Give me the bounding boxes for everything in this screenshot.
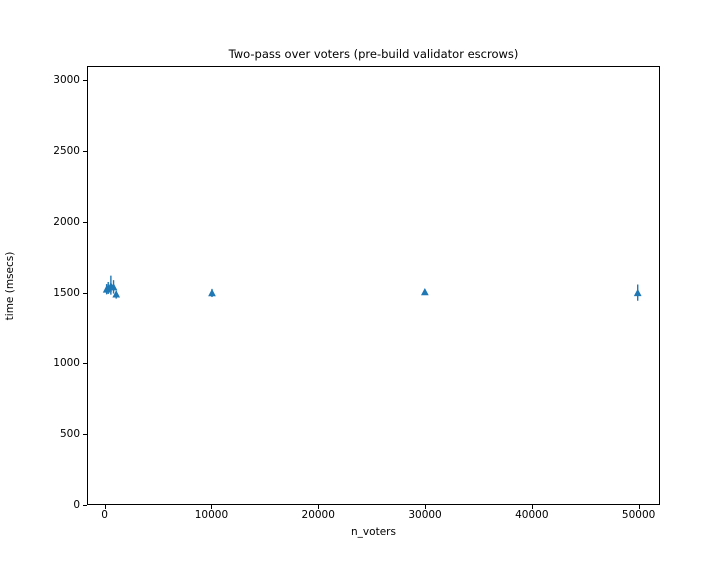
y-tick-label: 0 — [73, 499, 80, 511]
y-tick-mark — [83, 505, 87, 506]
y-axis-tick-marks — [83, 66, 87, 506]
x-tick-label: 30000 — [408, 509, 442, 521]
data-point — [421, 287, 429, 296]
data-point — [109, 280, 118, 294]
y-tick-mark — [83, 292, 87, 294]
data-point — [633, 284, 642, 301]
x-tick-mark — [318, 505, 320, 509]
y-tick-mark — [83, 80, 87, 82]
y-tick-label: 2000 — [53, 215, 80, 228]
y-tick-mark — [83, 150, 87, 152]
y-tick-label: 1000 — [53, 357, 80, 370]
y-tick-mark — [83, 434, 87, 436]
y-tick-label: 500 — [59, 428, 80, 441]
data-plot-svg — [102, 275, 642, 301]
x-axis-tick-marks — [87, 505, 660, 509]
x-axis-tick-labels: 0 10000 20000 30000 40000 50000 — [87, 509, 660, 525]
y-tick-mark — [83, 221, 87, 223]
plot-axes-area — [87, 66, 660, 505]
y-tick-label: 2500 — [53, 144, 80, 157]
x-tick-label: 20000 — [301, 509, 335, 521]
x-tick-label: 50000 — [621, 509, 656, 521]
x-tick-label: 0 — [101, 509, 108, 521]
y-tick-mark — [83, 363, 87, 365]
triangle-marker — [633, 288, 642, 297]
triangle-marker — [421, 287, 429, 296]
y-tick-label: 3000 — [53, 74, 80, 87]
x-tick-mark — [211, 505, 213, 509]
data-point-layer — [102, 275, 642, 301]
chart-title: Two-pass over voters (pre-build validato… — [228, 47, 519, 61]
y-axis-tick-labels: 0 500 1000 1500 2000 2500 3000 — [42, 66, 80, 511]
y-axis-label: time (msecs) — [4, 251, 16, 320]
y-tick-label: 1500 — [53, 286, 80, 299]
x-axis-label: n_voters — [351, 526, 396, 538]
data-point — [208, 288, 216, 298]
x-tick-mark — [638, 505, 640, 509]
triangle-marker — [109, 283, 118, 291]
data-point — [112, 290, 121, 299]
x-tick-mark — [104, 505, 106, 509]
triangle-marker — [208, 288, 216, 297]
x-tick-label: 40000 — [515, 509, 549, 521]
x-tick-mark — [531, 505, 533, 509]
x-tick-label: 10000 — [194, 509, 229, 521]
x-tick-mark — [425, 505, 427, 509]
triangle-marker — [112, 290, 121, 298]
y-axis-label-container: time (msecs) — [0, 66, 20, 505]
